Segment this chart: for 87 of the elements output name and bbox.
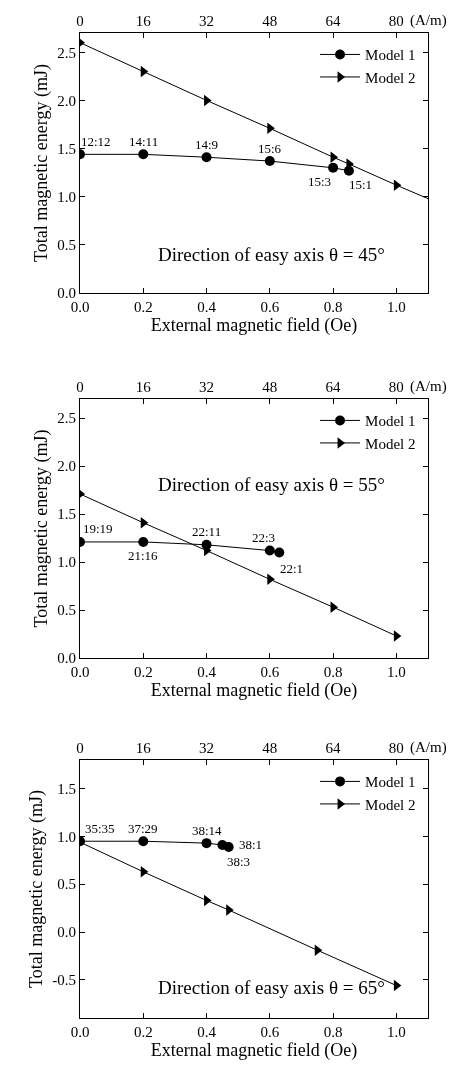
x2-tick-label: 16 [135,740,152,756]
x-tick-label: 0.6 [260,664,280,680]
x-tick-label: 0.8 [323,664,343,680]
x-axis-title: External magnetic field (Oe) [150,315,358,336]
x2-tick-label: 48 [262,13,278,29]
x2-tick-label: 80 [388,379,404,395]
x2-tick-label: 32 [199,13,215,29]
annotation: 22:1 [280,561,304,576]
annotation: 38:1 [239,837,263,852]
x-tick-label: 0.4 [197,299,217,315]
y-tick-label: 1.0 [57,188,76,205]
x-tick-label: 1.0 [386,664,406,680]
x-tick-label: 0.0 [70,299,90,315]
annotation: 14:11 [129,134,159,149]
x2-tick-label: 64 [325,13,342,29]
x2-tick-label: 48 [262,740,278,756]
y-tick-label: 2.5 [57,44,76,61]
annotation: Direction of easy axis θ = 55° [158,474,385,495]
annotation: 14:9 [195,137,219,152]
annotation: 12:12 [81,134,111,149]
y-tick-label: 0.0 [57,650,76,667]
y-tick-label: 1.5 [57,506,76,523]
x-tick-label: 0.8 [323,1024,343,1040]
x-axis-title: External magnetic field (Oe) [150,680,358,701]
x-tick-label: 0.6 [260,1024,280,1040]
y-tick-label: 1.5 [57,140,76,157]
annotation: 37:29 [128,821,158,836]
x2-tick-label: 32 [199,379,215,395]
y-axis-title: Total magnetic energy (mJ) [31,429,53,628]
y-tick-label: 2.0 [57,92,76,109]
annotation: 15:1 [349,177,373,192]
x-tick-label: 0.4 [197,664,217,680]
x2-tick-label: 0 [76,13,84,29]
x2-axis-title: (A/m) [410,12,447,29]
x-tick-label: 0.2 [133,664,153,680]
annotation: 35:35 [85,821,115,836]
x-tick-label: 1.0 [386,299,406,315]
legend-label: Model 2 [365,796,416,813]
x2-tick-label: 64 [325,740,342,756]
legend-label: Model 1 [365,47,416,64]
x2-tick-label: 16 [135,13,152,29]
x2-tick-label: 64 [325,379,342,395]
annotation: 22:11 [192,524,222,539]
y-axis-title: Total magnetic energy (mJ) [31,64,53,262]
x2-tick-label: 16 [135,379,152,395]
y-tick-label: 0.5 [57,237,76,254]
annotation: 38:14 [192,823,223,838]
legend-label: Model 2 [365,69,416,86]
x2-tick-label: 32 [199,740,215,756]
legend-label: Model 2 [365,435,416,452]
y-tick-label: 2.0 [57,458,76,475]
x2-tick-label: 80 [388,740,404,756]
y-tick-label: 1.5 [57,780,76,797]
x2-tick-label: 0 [76,379,84,395]
x-tick-label: 1.0 [386,1024,406,1040]
annotation: Direction of easy axis θ = 45° [158,244,385,265]
y-tick-label: 1.0 [57,554,76,571]
x2-tick-label: 48 [262,379,278,395]
x-tick-label: 0.2 [133,299,153,315]
y-tick-label: 0.5 [57,876,76,893]
x2-tick-label: 80 [388,13,404,29]
annotation: 15:3 [308,174,332,189]
y-tick-label: 1.0 [57,828,76,845]
legend-label: Model 1 [365,774,416,791]
y-tick-label: -0.5 [52,972,76,989]
y-tick-label: 2.5 [57,410,76,427]
annotation: 22:3 [252,530,276,545]
x-tick-label: 0.0 [70,1024,90,1040]
y-tick-label: 0.0 [57,285,76,302]
y-axis-title: Total magnetic energy (mJ) [26,790,48,988]
annotation: 38:3 [227,854,251,869]
x-tick-label: 0.0 [70,664,90,680]
x-tick-label: 0.8 [323,299,343,315]
x-tick-label: 0.6 [260,299,280,315]
x-axis-title: External magnetic field (Oe) [150,1040,358,1061]
y-tick-label: 0.0 [57,924,76,941]
annotation: 15:6 [258,141,282,156]
x2-axis-title: (A/m) [410,739,447,756]
annotation: 19:19 [83,521,113,536]
annotation: Direction of easy axis θ = 65° [158,977,385,998]
x-tick-label: 0.4 [197,1024,217,1040]
annotation: 21:16 [128,548,159,563]
legend-label: Model 1 [365,413,416,430]
x-tick-label: 0.2 [133,1024,153,1040]
x2-axis-title: (A/m) [410,378,447,395]
x2-tick-label: 0 [76,740,84,756]
y-tick-label: 0.5 [57,602,76,619]
